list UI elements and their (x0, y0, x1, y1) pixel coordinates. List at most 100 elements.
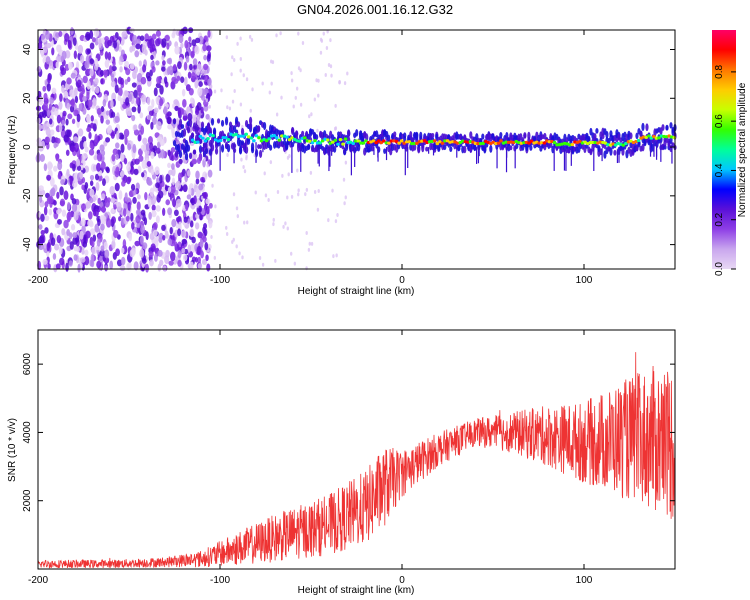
snr-y-label: SNR (10 * v/v) (7, 418, 18, 482)
spectrogram-blob (248, 34, 252, 39)
spectrogram-ridge (499, 139, 503, 143)
spectrogram-blob (39, 153, 45, 162)
spectrogram-blob (151, 204, 156, 211)
spectrogram-blob (86, 91, 90, 100)
spectrogram-band (258, 149, 263, 158)
spectrogram-blob (177, 107, 182, 117)
spectrogram-ridge (195, 140, 200, 144)
spectrogram-ridge (382, 139, 386, 143)
spectrogram-band (431, 132, 435, 138)
spectrogram-blob (94, 133, 98, 143)
spectrogram-blob (235, 206, 239, 211)
spectrogram-ridge (399, 139, 404, 143)
spectrogram-blob (226, 153, 229, 158)
spectrogram-blob (272, 217, 275, 222)
spectrogram-ridge (333, 138, 338, 142)
spectrogram-blob (151, 98, 155, 109)
spectrogram-blob (58, 124, 63, 133)
spectrogram-blob (56, 114, 62, 124)
spectrogram-blob (165, 173, 171, 183)
spectrogram-ridge (290, 136, 294, 140)
spectrogram-blob (241, 124, 244, 129)
spectrogram-blob (58, 101, 63, 110)
spectrogram-blob (93, 155, 98, 161)
spectrogram-blob (49, 97, 55, 104)
spectrogram-blob (133, 124, 138, 131)
spectrogram-blob (251, 87, 254, 92)
spectrogram-blob (343, 81, 347, 86)
spectrogram-blob (133, 89, 138, 99)
spectrogram-blob (270, 81, 273, 86)
spectrogram-blob (155, 205, 161, 212)
colorbar-tick-label: 0.0 (714, 262, 725, 276)
spectrogram-blob (334, 219, 338, 224)
spectrogram-blob (317, 188, 320, 193)
spectrogram-ridge (239, 134, 243, 138)
spectrogram-band (635, 132, 639, 140)
spectrogram-blob (141, 172, 145, 178)
spectrogram-x-label: Height of straight line (km) (298, 286, 415, 297)
spectrogram-blob (43, 206, 48, 216)
spectrogram-blob (245, 77, 249, 82)
spectrogram-blob (297, 192, 300, 197)
spectrogram-blob (62, 110, 67, 117)
spectrogram-blob (109, 185, 115, 196)
spectrogram-blob (225, 231, 229, 236)
spectrogram-blob (129, 46, 133, 53)
spectrogram-ridge (310, 141, 315, 145)
spectrogram-blob (145, 263, 149, 273)
spectrogram-blob (81, 184, 85, 191)
spectrogram-band (449, 146, 453, 153)
spectrogram-band (285, 143, 289, 151)
spectrogram-blob (275, 112, 279, 117)
spectrogram-blob (146, 161, 152, 167)
figure-title: GN04.2026.001.16.12.G32 (297, 2, 453, 17)
spectrogram-blob (56, 191, 60, 199)
spectrogram-band (188, 152, 193, 160)
spectrogram-blob (126, 262, 131, 271)
spectrogram-blob (96, 260, 102, 269)
spectrogram-blob (110, 73, 115, 82)
spectrogram-band (214, 147, 219, 155)
spectrogram-blob (200, 195, 204, 200)
spectrogram-blob (149, 142, 154, 151)
spectrogram-blob (161, 66, 166, 72)
spectrogram-blob (86, 80, 91, 90)
spectrogram-band (210, 118, 215, 126)
spectrogram-blob (284, 221, 287, 226)
spectrogram-blob (261, 262, 265, 267)
spectrogram-blob (111, 92, 117, 102)
spectrogram-blob (128, 233, 133, 242)
spectrogram-blob (174, 105, 179, 112)
spectrogram-blob (131, 106, 137, 113)
spectrogram-blob (193, 64, 197, 70)
spectrogram-blob (182, 115, 188, 121)
spectrogram-blob (89, 228, 96, 235)
spectrogram-band (475, 133, 479, 141)
spectrogram-band (194, 126, 199, 135)
spectrogram-ridge (374, 141, 378, 145)
spectrogram-blob (84, 181, 89, 190)
spectrogram-blob (295, 86, 299, 91)
spectrogram-blob (112, 148, 119, 156)
spectrogram-blob (162, 189, 167, 196)
spectrogram-y-tick-label: 40 (22, 44, 33, 56)
spectrogram-band (178, 150, 183, 159)
spectrogram-blob (250, 37, 254, 42)
spectrogram-blob (81, 217, 86, 227)
spectrogram-blob (171, 177, 176, 186)
spectrogram-blob (297, 66, 301, 71)
spectrogram-blob (213, 89, 217, 94)
spectrogram-blob (189, 229, 194, 238)
spectrogram-blob (280, 95, 283, 100)
spectrogram-blob (99, 70, 105, 77)
spectrogram-y-tick-label: 0 (22, 144, 33, 150)
spectrogram-blob (166, 42, 170, 50)
spectrogram-blob (100, 149, 106, 157)
spectrogram-blob (191, 158, 197, 165)
spectrogram-band (192, 149, 197, 155)
spectrogram-band (172, 118, 177, 124)
spectrogram-blob (153, 112, 157, 119)
spectrogram-ridge (613, 143, 618, 147)
spectrogram-blob (236, 214, 240, 219)
